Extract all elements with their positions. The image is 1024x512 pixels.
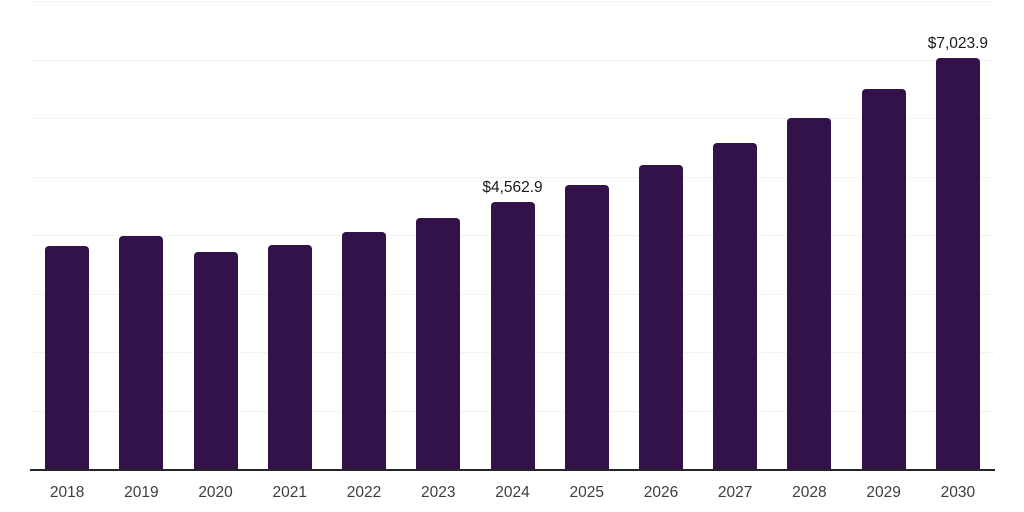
gridline [30, 1, 995, 2]
x-tick-label: 2020 [198, 484, 233, 501]
bar-value-label: $7,023.9 [927, 34, 989, 52]
bar-2030 [935, 58, 980, 469]
x-tick-label: 2018 [49, 484, 85, 501]
bar-2025 [564, 185, 609, 469]
gridline [30, 59, 995, 61]
x-tick-label: 2025 [569, 484, 604, 501]
bar-2029 [861, 88, 906, 469]
x-tick-label: 2024 [495, 484, 530, 501]
gridline [30, 118, 995, 119]
x-axis: 2018 2019 2020 2021 2022 2023 2024 2025 2026 2027… [0, 485, 1024, 505]
gridline [30, 176, 995, 178]
bar-2028 [787, 118, 832, 469]
x-tick-label: 2023 [421, 484, 456, 501]
x-tick-label: 2019 [124, 484, 159, 501]
bar-2023 [416, 217, 461, 469]
x-tick-label: 2022 [346, 484, 382, 501]
x-tick-label: 2027 [717, 484, 753, 501]
x-tick-label: 2028 [792, 484, 827, 501]
bar-2027 [713, 142, 758, 469]
bar-2026 [638, 164, 683, 469]
x-tick-label: 2030 [940, 484, 976, 501]
plot-area: $4,562.9 $7,023.9 [30, 1, 995, 471]
bar-2022 [342, 232, 387, 469]
x-tick-label: 2026 [643, 484, 679, 501]
bar-value-label: $4,562.9 [482, 178, 543, 196]
bar-2018 [45, 246, 90, 469]
bar-2019 [119, 236, 164, 469]
x-tick-label: 2021 [272, 484, 308, 501]
bar-2024 [490, 202, 535, 469]
bar-2021 [267, 244, 312, 469]
bar-2020 [193, 251, 238, 469]
x-tick-label: 2029 [866, 484, 901, 501]
